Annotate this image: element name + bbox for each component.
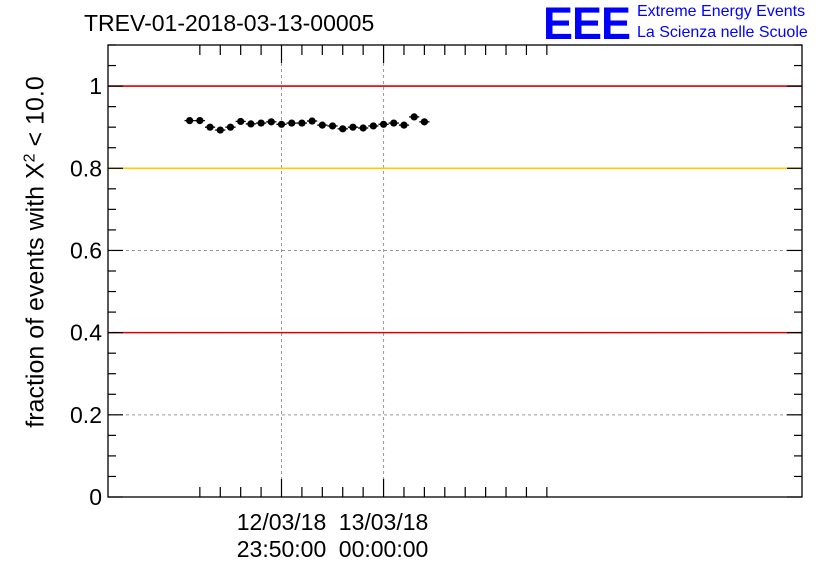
- data-point: [400, 121, 408, 129]
- y-axis-label: fraction of events with X2 < 10.0: [21, 76, 50, 428]
- plot-frame: [107, 44, 803, 498]
- data-point: [339, 125, 347, 133]
- chart-title: TREV-01-2018-03-13-00005: [84, 10, 375, 36]
- y-tick-label: 1: [89, 73, 102, 99]
- data-point: [216, 126, 224, 134]
- x-tick-date-label: 13/03/18: [339, 509, 429, 535]
- eee-logo: EEE: [543, 0, 631, 49]
- data-point: [298, 119, 306, 127]
- reference-lines: [108, 85, 802, 334]
- data-point: [277, 120, 286, 128]
- data-point: [226, 123, 235, 131]
- grid-lines: [108, 45, 802, 497]
- x-tick-date-label: 12/03/18: [237, 509, 327, 535]
- logo-line-1: Extreme Energy Events: [637, 3, 806, 20]
- data-point: [237, 117, 245, 126]
- data-point: [369, 122, 377, 130]
- data-point: [318, 121, 326, 129]
- data-point: [410, 113, 418, 121]
- axes: [107, 44, 803, 498]
- data-point: [328, 122, 337, 130]
- data-point: [247, 120, 255, 128]
- y-tick-label: 0.8: [70, 155, 102, 181]
- data-point: [267, 118, 275, 126]
- y-tick-label: 0.6: [70, 237, 102, 263]
- y-tick-label: 0.2: [70, 402, 102, 428]
- x-tick-time-label: 23:50:00: [237, 536, 327, 562]
- data-point: [196, 117, 204, 125]
- logo-line-2: La Scienza nelle Scuole: [637, 24, 808, 41]
- data-point: [420, 118, 428, 126]
- y-tick-label: 0: [89, 484, 102, 510]
- data-point: [186, 117, 194, 125]
- x-tick-time-label: 00:00:00: [339, 536, 429, 562]
- data-point: [308, 117, 316, 125]
- data-point: [206, 123, 214, 131]
- data-series: [184, 113, 430, 134]
- data-point: [349, 123, 357, 131]
- data-point: [379, 120, 388, 128]
- y-tick-label: 0.4: [70, 320, 102, 346]
- data-point: [359, 124, 367, 132]
- data-point: [390, 119, 398, 127]
- data-point: [257, 119, 265, 127]
- data-point: [288, 119, 296, 127]
